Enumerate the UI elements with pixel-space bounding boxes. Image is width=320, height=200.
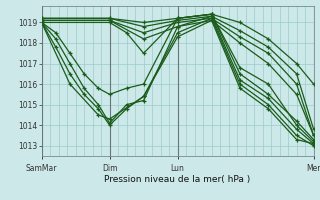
X-axis label: Pression niveau de la mer( hPa ): Pression niveau de la mer( hPa )	[104, 175, 251, 184]
